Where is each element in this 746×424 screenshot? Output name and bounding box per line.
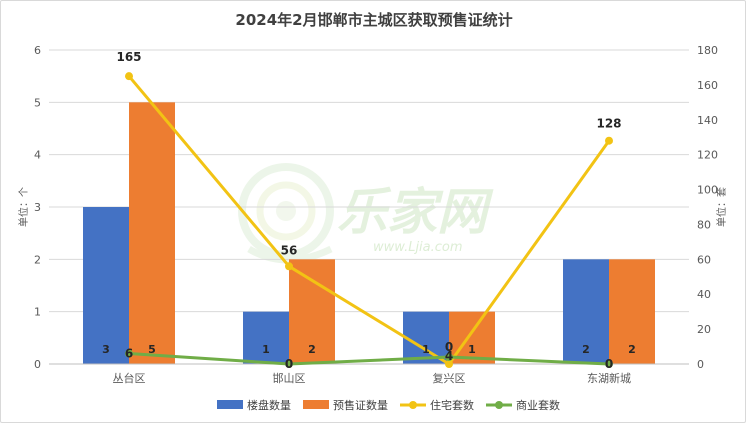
legend-marker: [409, 401, 417, 409]
right-axis-ticks: 0 20 40 60 80 100 120 140 160 180: [697, 44, 718, 371]
bar: [129, 102, 175, 364]
watermark-url: www.Ljia.com: [373, 240, 463, 255]
bar-value-label: 2: [308, 343, 316, 356]
series-line: [128, 352, 610, 366]
legend-swatch: [303, 400, 329, 409]
legend: 楼盘数量 预售证数量 住宅套数 商业套数: [217, 398, 560, 412]
legend-label: 预售证数量: [333, 398, 388, 412]
left-tick-label: 5: [34, 96, 41, 109]
bar-value-label: 1: [468, 343, 476, 356]
line-point: [125, 72, 133, 81]
right-axis-title: 单位：套: [715, 187, 728, 227]
left-tick-label: 6: [34, 44, 41, 57]
right-tick-label: 180: [697, 44, 718, 57]
right-tick-label: 120: [697, 149, 718, 162]
bar: [243, 311, 289, 364]
right-tick-label: 80: [697, 218, 711, 231]
legend-label: 商业套数: [516, 398, 560, 412]
line-point: [125, 349, 133, 358]
right-tick-label: 140: [697, 114, 718, 127]
left-tick-label: 1: [34, 306, 41, 319]
bar-value-label: 1: [262, 343, 270, 356]
legend-marker: [495, 401, 503, 409]
category-label: 邯山区: [273, 371, 306, 385]
x-axis-categories: 丛台区 邯山区 复兴区 东湖新城: [113, 371, 632, 385]
line-value-label: 4: [445, 349, 453, 363]
right-tick-label: 20: [697, 323, 711, 336]
line-value-label: 165: [116, 50, 141, 64]
left-tick-label: 4: [34, 149, 41, 162]
left-axis-ticks: 0 1 2 3 4 5 6: [34, 44, 41, 371]
chart-title: 2024年2月邯郸市主城区获取预售证统计: [235, 11, 512, 29]
right-tick-label: 0: [697, 358, 704, 371]
line-value-label: 0: [605, 357, 613, 371]
watermark-brand: 乐家网: [337, 183, 494, 241]
series-line: [127, 75, 611, 366]
line-value-label: 128: [596, 117, 621, 131]
category-label: 东湖新城: [587, 371, 631, 385]
line-point: [285, 262, 293, 271]
line-point: [285, 360, 293, 368]
line-value-label: 0: [285, 357, 293, 371]
category-label: 丛台区: [113, 371, 146, 385]
right-tick-label: 160: [697, 79, 718, 92]
right-tick-label: 40: [697, 288, 711, 301]
legend-swatch: [217, 400, 243, 409]
line-point: [605, 360, 613, 368]
bar: [609, 259, 655, 364]
bar: [83, 207, 129, 364]
bar-value-label: 3: [102, 343, 110, 356]
bar: [563, 259, 609, 364]
bar: [289, 259, 335, 364]
right-tick-label: 100: [697, 184, 718, 197]
left-tick-label: 2: [34, 253, 41, 266]
line-value-label: 0: [445, 340, 453, 354]
category-label: 复兴区: [433, 371, 466, 385]
line-value-label: 56: [281, 243, 298, 257]
left-tick-label: 3: [34, 201, 41, 214]
line-point: [445, 353, 453, 362]
legend-label: 住宅套数: [430, 398, 474, 412]
bar-value-label: 2: [582, 343, 590, 356]
left-axis-title: 单位：个: [17, 187, 30, 227]
bars: [83, 102, 655, 364]
legend-label: 楼盘数量: [247, 398, 291, 412]
line-point: [605, 136, 613, 145]
line-value-label: 6: [125, 347, 133, 361]
left-tick-label: 0: [34, 358, 41, 371]
lines: [125, 72, 613, 368]
bar-value-label: 2: [628, 343, 636, 356]
watermark: 乐家网 www.Ljia.com: [238, 163, 494, 264]
bar-value-label: 5: [148, 343, 156, 356]
bar: [403, 311, 449, 364]
bar-value-label: 1: [422, 343, 430, 356]
right-tick-label: 60: [697, 253, 711, 266]
line-point: [445, 360, 453, 368]
